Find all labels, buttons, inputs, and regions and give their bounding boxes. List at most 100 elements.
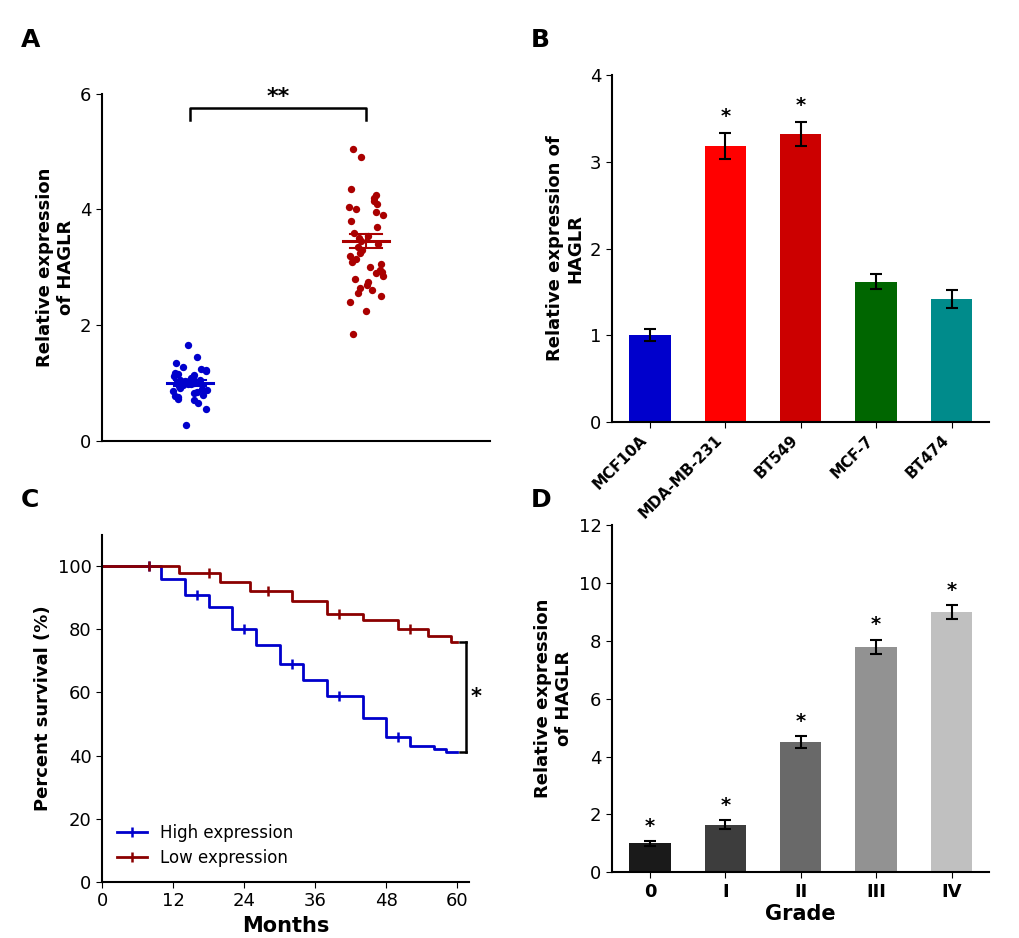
High expression <box>226 601 238 613</box>
Point <box>368 265 384 280</box>
Point <box>341 295 358 310</box>
Point <box>369 219 385 234</box>
High expression <box>439 747 451 758</box>
Low expression <box>214 576 226 587</box>
Low expression <box>450 636 463 647</box>
Point <box>372 289 388 304</box>
Point <box>365 193 381 208</box>
High expression <box>427 740 439 751</box>
Point <box>374 268 390 283</box>
Point <box>369 236 385 251</box>
Point <box>190 385 206 400</box>
Point <box>177 373 194 388</box>
Point <box>174 375 191 390</box>
Bar <box>930 299 971 422</box>
Bar <box>704 825 745 872</box>
Point <box>350 239 366 254</box>
High expression <box>178 573 191 584</box>
Point <box>169 392 185 407</box>
High expression <box>439 744 451 755</box>
Point <box>350 286 366 301</box>
Point <box>192 372 208 387</box>
Line: High expression: High expression <box>102 567 457 752</box>
Low expression <box>321 608 333 619</box>
Point <box>358 303 374 318</box>
Y-axis label: Relative expression
of HAGLR: Relative expression of HAGLR <box>534 599 573 798</box>
Low expression <box>445 636 458 647</box>
Point <box>372 263 388 278</box>
Point <box>352 246 368 261</box>
Text: C: C <box>20 488 39 512</box>
X-axis label: Months: Months <box>242 915 329 936</box>
Point <box>185 393 202 408</box>
Point <box>354 243 370 258</box>
Point <box>182 377 199 392</box>
Low expression <box>421 624 433 635</box>
Point <box>193 361 209 376</box>
Point <box>166 369 182 384</box>
Low expression <box>285 596 298 607</box>
Point <box>353 234 369 249</box>
High expression <box>404 740 416 751</box>
Legend: para-carcinoma tissues, cancer tissues: para-carcinoma tissues, cancer tissues <box>91 0 335 2</box>
Text: *: * <box>644 817 654 836</box>
Bar <box>855 647 896 872</box>
Point <box>366 190 382 205</box>
Point <box>198 364 214 379</box>
Low expression <box>391 614 404 626</box>
Point <box>169 375 185 390</box>
High expression <box>404 731 416 742</box>
High expression <box>297 658 309 670</box>
X-axis label: Grade: Grade <box>764 903 836 924</box>
Point <box>360 228 376 243</box>
Point <box>344 142 361 157</box>
Text: A: A <box>20 28 40 53</box>
Point <box>373 257 389 272</box>
Point <box>342 214 359 229</box>
Text: **: ** <box>266 87 289 107</box>
Point <box>185 375 202 390</box>
Bar <box>780 134 820 422</box>
Low expression <box>356 614 368 626</box>
Low expression <box>244 586 256 598</box>
High expression <box>250 624 262 635</box>
Y-axis label: Relative expression
of HAGLR: Relative expression of HAGLR <box>36 168 74 367</box>
High expression <box>250 640 262 651</box>
Point <box>352 280 368 295</box>
Text: *: * <box>471 688 482 707</box>
Point <box>343 254 360 269</box>
Point <box>364 283 380 298</box>
High expression <box>427 744 439 755</box>
Point <box>367 188 383 203</box>
Text: *: * <box>719 107 730 127</box>
Point <box>171 372 187 387</box>
Point <box>165 383 181 398</box>
Point <box>353 150 369 165</box>
Point <box>359 278 375 293</box>
High expression <box>273 640 285 651</box>
Low expression <box>214 567 226 578</box>
Low expression <box>421 630 433 642</box>
Point <box>179 338 196 353</box>
Low expression <box>391 624 404 635</box>
Low expression <box>321 596 333 607</box>
High expression <box>178 589 191 600</box>
Low expression <box>244 576 256 587</box>
Point <box>195 387 211 402</box>
High expression <box>96 561 108 572</box>
Point <box>345 225 362 240</box>
Point <box>185 386 202 401</box>
Point <box>346 271 363 286</box>
Point <box>367 204 383 219</box>
High expression <box>380 712 392 723</box>
Bar <box>704 146 745 422</box>
High expression <box>226 624 238 635</box>
Point <box>170 367 186 382</box>
Point <box>375 208 391 223</box>
Text: *: * <box>795 712 805 732</box>
Point <box>167 356 183 371</box>
Y-axis label: Percent survival (%): Percent survival (%) <box>34 605 52 811</box>
High expression <box>356 712 368 723</box>
Point <box>347 202 364 217</box>
Point <box>170 378 186 393</box>
